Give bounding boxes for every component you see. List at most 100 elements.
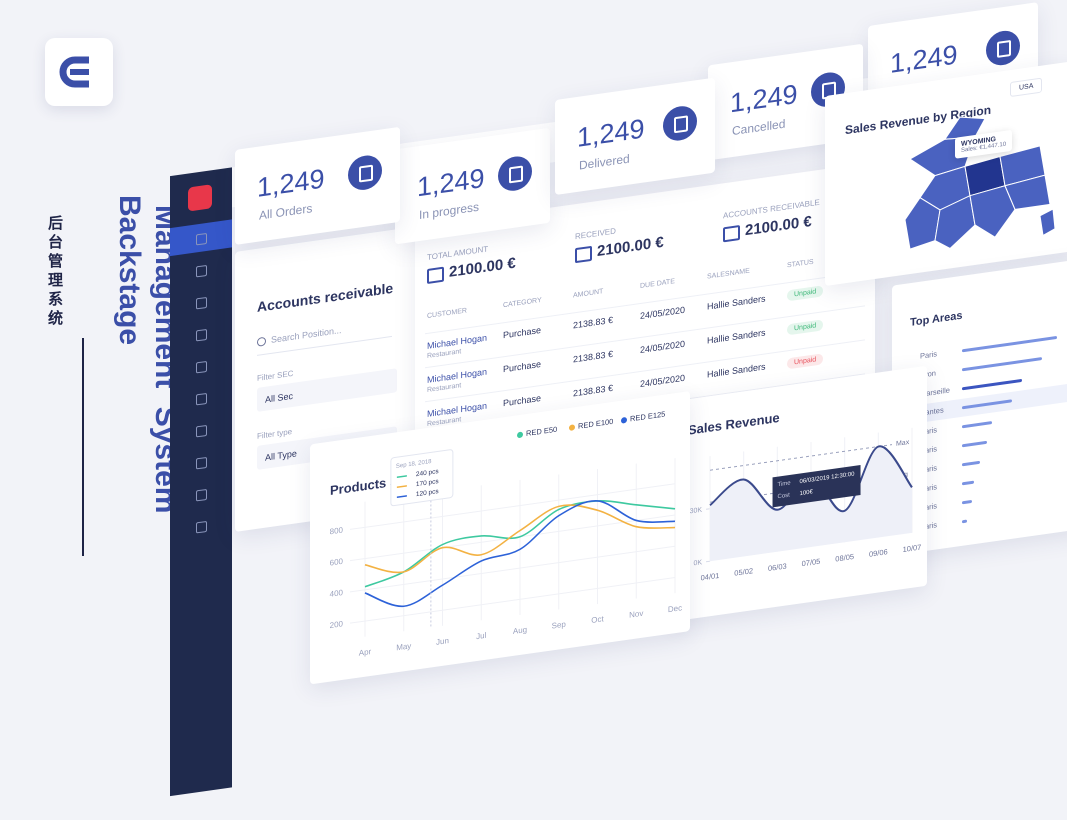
bar <box>962 480 974 486</box>
brand-rule <box>82 338 84 556</box>
bar <box>962 357 1042 372</box>
table-cell: Hallie Sanders <box>707 293 766 312</box>
total-icon <box>427 266 444 284</box>
sidebar-icon <box>196 232 207 246</box>
tooltip-swatch <box>396 495 407 498</box>
status-badge: Unpaid <box>787 285 824 302</box>
stat-card: 1,249 Delivered <box>555 77 715 195</box>
stat-glyph <box>997 39 1011 58</box>
area-label: Paris <box>920 482 937 493</box>
sidebar-icon <box>196 456 207 470</box>
stat-card: 1,249 All Orders <box>235 126 400 245</box>
table-cell: 2138.83 € <box>573 348 614 365</box>
table-cell: 24/05/2020 <box>640 338 686 356</box>
tooltip-line: 240 pcs <box>416 468 439 478</box>
max-label: Max <box>896 439 910 448</box>
table-cell: Hallie Sanders <box>707 361 766 380</box>
total-value: 2100.00 € <box>449 254 516 281</box>
bar <box>962 421 992 429</box>
stat-label: Delivered <box>579 151 630 173</box>
series-line <box>364 504 676 574</box>
table-header: STATUS <box>787 258 814 270</box>
legend-dot <box>517 431 523 438</box>
y-tick-label: 30K <box>690 507 703 516</box>
tooltip-box <box>772 465 861 508</box>
stat-glyph <box>359 164 373 183</box>
table-header: CUSTOMER <box>427 307 467 320</box>
y-tick-label: 0K <box>693 559 702 567</box>
sidebar-icon <box>196 392 207 406</box>
chart: Sales Revenue 0K 30K 04/01 05/02 06/03 07/05 08… <box>688 410 922 583</box>
region <box>934 194 976 250</box>
tooltip-line: 170 pcs <box>416 478 439 488</box>
stat-value: 1,249 <box>890 39 958 79</box>
brand-title: Backstage <box>113 195 146 346</box>
search-placeholder: Search Position... <box>271 324 342 345</box>
x-tick-label: Jun <box>436 636 449 647</box>
region <box>969 185 1016 238</box>
grid-line <box>350 577 675 624</box>
area-label: Paris <box>920 501 937 512</box>
bar <box>962 379 1022 391</box>
sidebar-icon <box>196 424 207 438</box>
x-tick-label: 09/06 <box>869 547 888 559</box>
region-map <box>904 116 1056 250</box>
total-icon <box>575 245 592 264</box>
x-tick-label: Jul <box>476 631 486 641</box>
area-label: Paris <box>920 520 937 531</box>
sidebar-icon <box>196 328 207 342</box>
chart-card: Sales Revenue 0K 30K 04/01 05/02 06/03 07/05 08… <box>672 365 927 622</box>
y-tick-label: 400 <box>330 588 344 599</box>
tooltip-key: Cost <box>778 493 791 501</box>
x-tick-label: 10/07 <box>903 543 922 555</box>
table-cell: 24/05/2020 <box>640 304 686 322</box>
chart-card: Top Areas Paris Lyon Marseille Nantes Paris Pa… <box>892 257 1067 556</box>
x-tick-label: Dec <box>668 603 682 614</box>
max-line <box>710 444 892 471</box>
sidebar-icon <box>196 520 207 534</box>
series-line <box>364 499 676 588</box>
brand-subtitle: 后台管理系统 <box>46 215 63 329</box>
tooltip-date: Sep 18, 2018 <box>396 459 432 470</box>
area-label: Lyon <box>920 368 936 379</box>
chart: Top AreasParisLyonMarseilleNantesParisPa… <box>892 310 1067 532</box>
region <box>1039 208 1056 237</box>
tooltip-value: 100€ <box>800 489 814 497</box>
sidebar <box>170 167 232 797</box>
y-tick-label: 600 <box>330 557 344 568</box>
filter-label: Filter SEC <box>257 368 294 383</box>
tooltip-box <box>390 449 454 507</box>
stat-icon <box>663 104 697 143</box>
x-tick-label: 07/05 <box>802 557 821 569</box>
sidebar-logo <box>188 184 212 212</box>
table-cell: Purchase <box>503 324 542 341</box>
sidebar-icon <box>196 488 207 502</box>
x-tick-label: Apr <box>359 647 372 658</box>
logo <box>45 38 113 106</box>
legend-label: RED E100 <box>578 417 613 431</box>
tooltip-swatch <box>396 475 407 478</box>
filter-value: All Type <box>265 448 297 463</box>
chart-title: Sales Revenue <box>688 410 780 438</box>
x-tick-label: Oct <box>591 614 604 625</box>
stat-label: Cancelled <box>732 116 786 139</box>
bar <box>962 440 987 448</box>
stat-value: 1,249 <box>417 162 485 203</box>
total-value: 2100.00 € <box>745 212 812 240</box>
search-icon <box>257 336 266 347</box>
chart-title: Top Areas <box>910 310 963 329</box>
area-label: Marseille <box>920 386 950 399</box>
tooltip-line: 120 pcs <box>416 488 439 498</box>
table-cell: Purchase <box>503 392 542 409</box>
page: 后台管理系统 Backstage Management System DashA… <box>45 2 1067 797</box>
table-cell: 24/05/2020 <box>640 372 686 390</box>
area-label: Paris <box>920 425 937 436</box>
region <box>1004 174 1051 210</box>
filter-value: All Sec <box>265 390 294 405</box>
table-cell: 2138.83 € <box>573 382 614 399</box>
stat-icon <box>986 28 1020 68</box>
region <box>904 197 941 250</box>
sidebar-icon <box>196 360 207 374</box>
total-value: 2100.00 € <box>597 233 664 261</box>
tooltip-key: Time <box>778 480 792 488</box>
